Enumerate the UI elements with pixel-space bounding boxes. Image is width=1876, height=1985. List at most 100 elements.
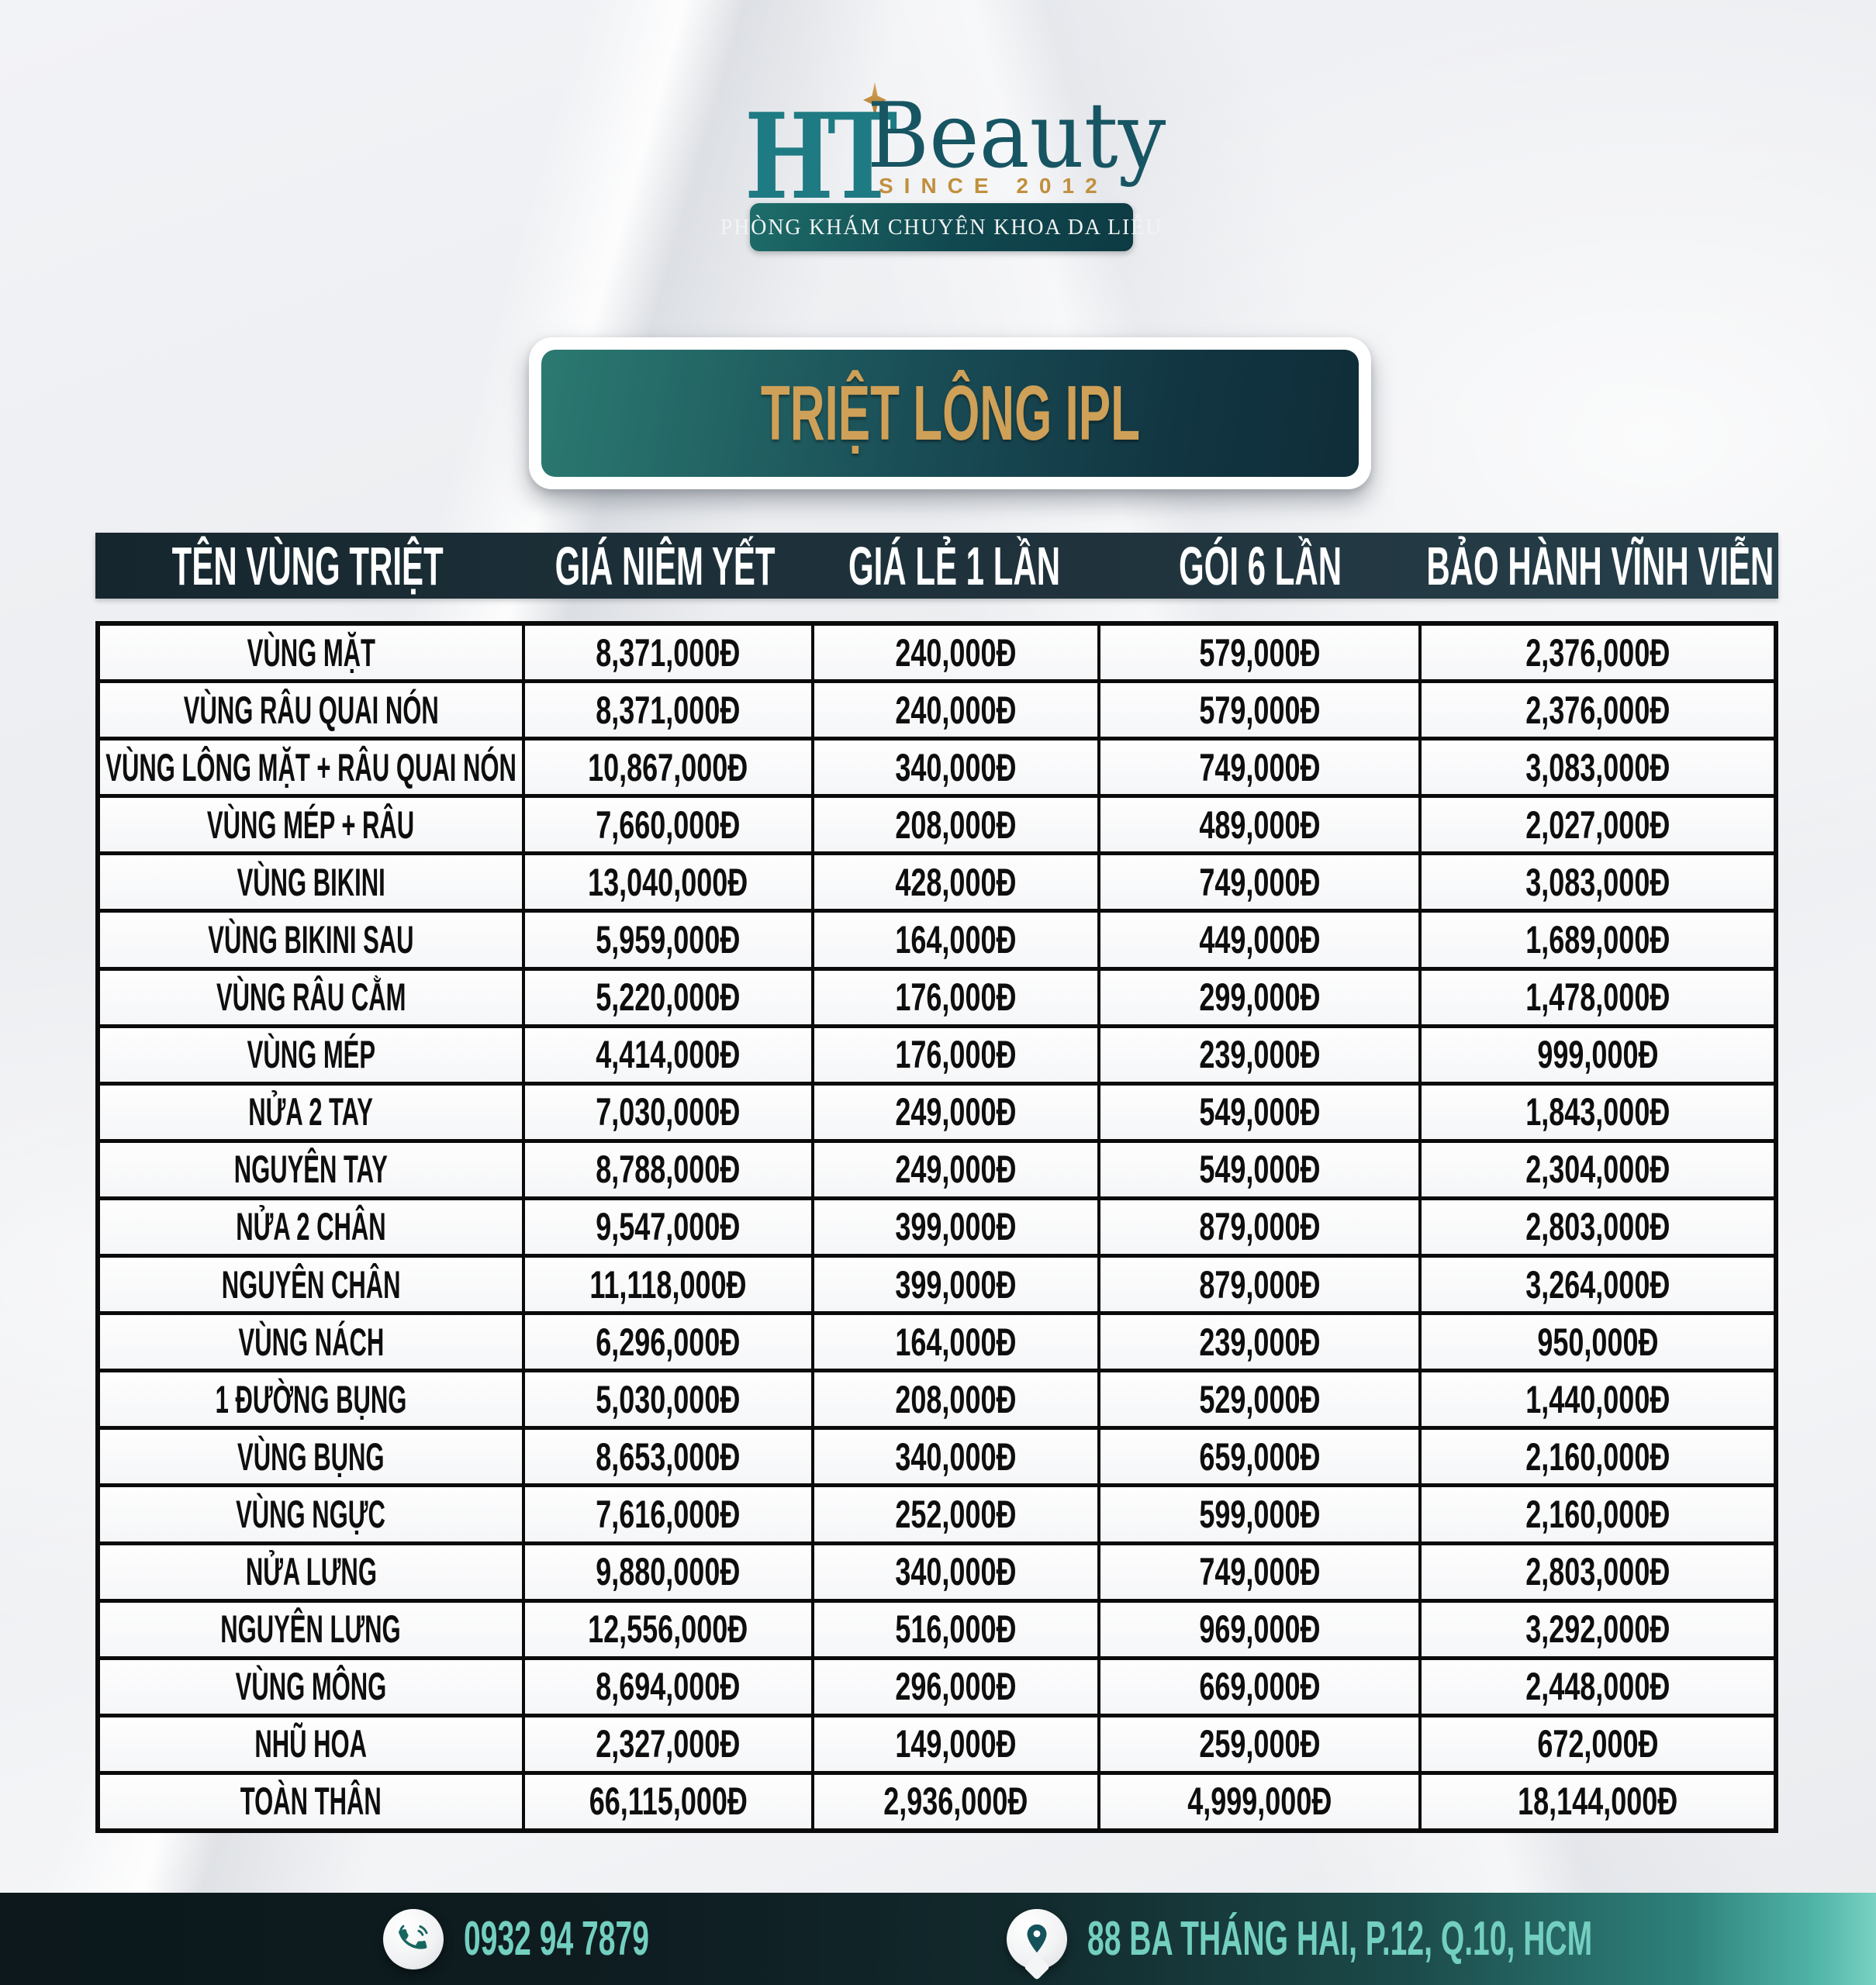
price-value: 599,000Đ	[1199, 1492, 1321, 1536]
price-value: 579,000Đ	[1199, 630, 1321, 675]
price-value: 249,000Đ	[895, 1148, 1017, 1192]
area-name: NỬA LƯNG	[245, 1550, 377, 1594]
column-header-label: TÊN VÙNG TRIỆT	[171, 535, 444, 596]
price-value: 2,376,000Đ	[1525, 688, 1670, 732]
table-header: TÊN VÙNG TRIỆT GIÁ NIÊM YẾT GIÁ LẺ 1 LẦN GÓ…	[95, 533, 1778, 599]
price-value: 2,376,000Đ	[1525, 630, 1670, 675]
table-row: NGUYÊN TAY 8,788,000Đ 249,000Đ 549,000Đ 2,30…	[100, 1138, 1774, 1196]
column-header: TÊN VÙNG TRIỆT	[95, 533, 520, 599]
price-value: 879,000Đ	[1199, 1262, 1321, 1307]
area-name: VÙNG MÉP	[247, 1033, 375, 1077]
price-value: 296,000Đ	[895, 1665, 1017, 1709]
price-cell: 149,000Đ	[811, 1717, 1098, 1771]
price-cell: 164,000Đ	[811, 913, 1098, 967]
price-value: 9,547,000Đ	[596, 1205, 741, 1249]
price-value: 8,653,000Đ	[596, 1434, 741, 1479]
price-cell: 2,803,000Đ	[1418, 1200, 1774, 1255]
price-value: 2,803,000Đ	[1525, 1205, 1670, 1249]
price-value: 749,000Đ	[1199, 745, 1321, 789]
price-cell: 239,000Đ	[1097, 1315, 1419, 1369]
area-name: VÙNG MÉP + RÂU	[207, 803, 415, 847]
column-header: GÓI 6 LẦN	[1098, 533, 1422, 599]
table-row: VÙNG BỤNG 8,653,000Đ 340,000Đ 659,000Đ 2,160…	[100, 1426, 1774, 1484]
phone-contact: 0932 94 7879	[383, 1908, 758, 1969]
price-value: 879,000Đ	[1199, 1205, 1321, 1249]
area-name: VÙNG RÂU CẰM	[216, 975, 406, 1020]
price-cell: 669,000Đ	[1097, 1659, 1419, 1714]
table-row: VÙNG MÔNG 8,694,000Đ 296,000Đ 669,000Đ 2,448…	[100, 1655, 1774, 1714]
price-cell: 2,936,000Đ	[811, 1774, 1098, 1828]
price-cell: 240,000Đ	[811, 683, 1098, 737]
price-cell: 3,264,000Đ	[1418, 1258, 1774, 1312]
price-value: 8,694,000Đ	[596, 1665, 741, 1709]
price-value: 149,000Đ	[895, 1722, 1017, 1766]
price-cell: 2,304,000Đ	[1418, 1142, 1774, 1196]
price-value: 239,000Đ	[1199, 1320, 1321, 1364]
price-cell: 239,000Đ	[1097, 1027, 1419, 1082]
price-value: 252,000Đ	[895, 1492, 1017, 1536]
table-row: VÙNG MÉP + RÂU 7,660,000Đ 208,000Đ 489,000Đ…	[100, 794, 1774, 852]
price-value: 428,000Đ	[895, 860, 1017, 904]
area-name: NHŨ HOA	[254, 1722, 368, 1766]
service-title-panel: TRIỆT LÔNG IPL	[541, 350, 1359, 477]
price-cell: 549,000Đ	[1097, 1085, 1419, 1139]
price-value: 164,000Đ	[895, 1320, 1017, 1364]
column-header-label: GIÁ LẺ 1 LẦN	[848, 535, 1061, 596]
column-header-label: GIÁ NIÊM YẾT	[555, 535, 776, 596]
area-name-cell: NHŨ HOA	[100, 1717, 522, 1771]
price-cell: 8,371,000Đ	[521, 626, 812, 680]
price-cell: 176,000Đ	[811, 970, 1098, 1024]
area-name-cell: VÙNG MÉP + RÂU	[100, 798, 522, 852]
phone-number: 0932 94 7879	[464, 1911, 649, 1966]
price-value: 340,000Đ	[895, 1434, 1017, 1479]
area-name: NGUYÊN CHÂN	[221, 1262, 401, 1307]
price-cell: 399,000Đ	[811, 1258, 1098, 1312]
table-row: VÙNG BIKINI 13,040,000Đ 428,000Đ 749,000Đ 3,…	[100, 851, 1774, 910]
area-name: VÙNG BỤNG	[237, 1434, 385, 1479]
price-value: 176,000Đ	[895, 975, 1017, 1020]
service-title-box: TRIỆT LÔNG IPL	[529, 337, 1371, 489]
price-value: 749,000Đ	[1199, 1550, 1321, 1594]
price-cell: 999,000Đ	[1418, 1027, 1774, 1082]
phone-icon	[383, 1908, 444, 1969]
price-value: 579,000Đ	[1199, 688, 1321, 732]
price-value: 1,478,000Đ	[1525, 975, 1670, 1020]
location-pin-icon	[1007, 1908, 1067, 1969]
price-value: 4,414,000Đ	[596, 1033, 741, 1077]
price-value: 5,220,000Đ	[596, 975, 741, 1020]
price-value: 239,000Đ	[1199, 1033, 1321, 1077]
address-contact: 88 BA THÁNG HAI, P.12, Q.10, HCM	[1007, 1908, 1876, 1969]
price-cell: 66,115,000Đ	[521, 1774, 812, 1828]
price-cell: 749,000Đ	[1097, 1545, 1419, 1599]
price-value: 7,616,000Đ	[596, 1492, 741, 1536]
price-cell: 3,083,000Đ	[1418, 740, 1774, 795]
price-cell: 249,000Đ	[811, 1142, 1098, 1196]
price-cell: 1,689,000Đ	[1418, 913, 1774, 967]
price-cell: 6,296,000Đ	[521, 1315, 812, 1369]
price-cell: 879,000Đ	[1097, 1200, 1419, 1255]
table-row: VÙNG RÂU CẰM 5,220,000Đ 176,000Đ 299,000Đ 1,…	[100, 966, 1774, 1024]
price-cell: 8,653,000Đ	[521, 1430, 812, 1484]
price-value: 208,000Đ	[895, 1377, 1017, 1421]
area-name: 1 ĐƯỜNG BỤNG	[215, 1377, 407, 1421]
price-value: 5,030,000Đ	[596, 1377, 741, 1421]
price-cell: 2,376,000Đ	[1418, 683, 1774, 737]
table-row: VÙNG MÉP 4,414,000Đ 176,000Đ 239,000Đ 999,00…	[100, 1024, 1774, 1082]
price-cell: 4,414,000Đ	[521, 1027, 812, 1082]
area-name: VÙNG MẶT	[247, 630, 375, 675]
price-value: 549,000Đ	[1199, 1148, 1321, 1192]
area-name-cell: VÙNG RÂU CẰM	[100, 970, 522, 1024]
price-cell: 7,030,000Đ	[521, 1085, 812, 1139]
price-cell: 749,000Đ	[1097, 855, 1419, 910]
brand-monogram: HT	[745, 87, 897, 226]
price-value: 3,083,000Đ	[1525, 745, 1670, 789]
column-header-label: GÓI 6 LẦN	[1178, 535, 1342, 596]
price-value: 2,027,000Đ	[1525, 803, 1670, 847]
price-cell: 579,000Đ	[1097, 626, 1419, 680]
price-cell: 2,376,000Đ	[1418, 626, 1774, 680]
price-value: 529,000Đ	[1199, 1377, 1321, 1421]
area-name-cell: NGUYÊN CHÂN	[100, 1258, 522, 1312]
price-cell: 8,788,000Đ	[521, 1142, 812, 1196]
table-row: NGUYÊN CHÂN 11,118,000Đ 399,000Đ 879,000Đ 3,…	[100, 1254, 1774, 1312]
area-name-cell: VÙNG LÔNG MẶT + RÂU QUAI NÓN	[100, 740, 522, 795]
